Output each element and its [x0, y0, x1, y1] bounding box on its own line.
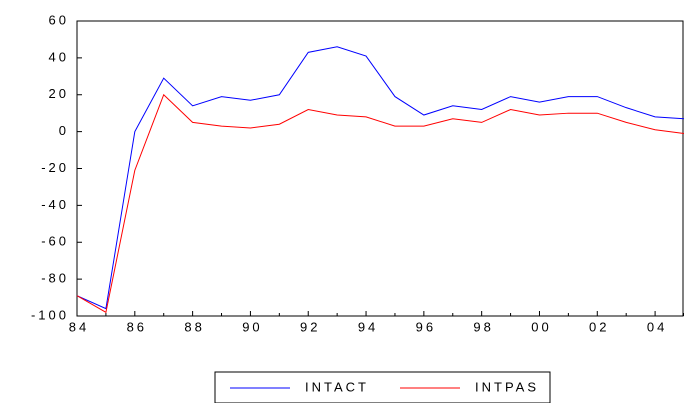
legend-label: INTPAS: [475, 379, 539, 394]
y-tick-label: -60: [41, 234, 69, 249]
x-tick-label: 88: [184, 319, 204, 334]
plot-frame: [76, 20, 684, 317]
y-tick-label: -40: [41, 197, 69, 212]
x-tick-label: 00: [531, 319, 551, 334]
x-tick-label: 84: [69, 319, 89, 334]
y-tick-label: 0: [59, 123, 69, 138]
legend-label: INTACT: [305, 379, 369, 394]
y-tick-label: -100: [31, 307, 69, 322]
y-tick-label: -20: [41, 160, 69, 175]
x-tick-label: 86: [127, 319, 147, 334]
y-tick-label: 40: [49, 49, 69, 64]
series-line: [76, 46, 684, 310]
y-tick-label: -80: [41, 271, 69, 286]
y-tick-label: 20: [49, 86, 69, 101]
x-tick-label: 92: [300, 319, 320, 334]
x-tick-label: 94: [358, 319, 378, 334]
y-tick-label: 60: [49, 12, 69, 27]
x-tick-label: 04: [647, 319, 667, 334]
series-line: [76, 93, 684, 314]
x-tick-label: 96: [416, 319, 436, 334]
x-tick-label: 98: [473, 319, 493, 334]
x-tick-label: 02: [589, 319, 609, 334]
x-tick-label: 90: [242, 319, 262, 334]
